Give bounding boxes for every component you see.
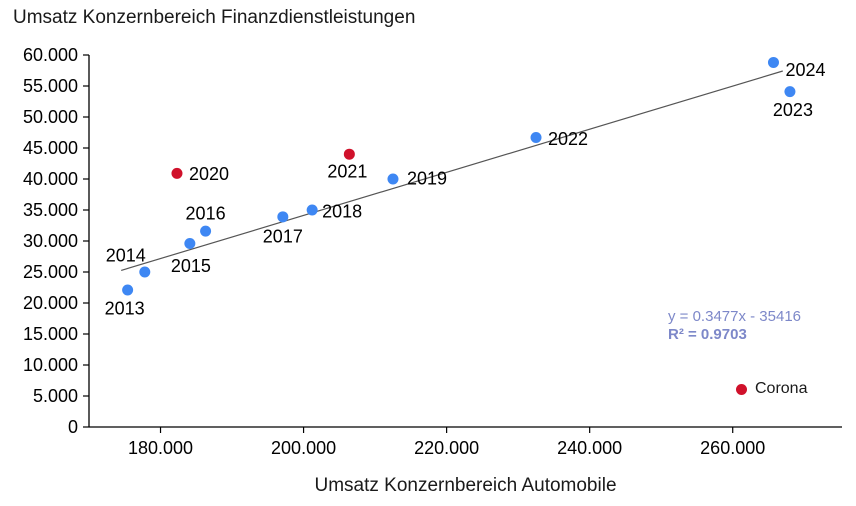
y-tick-label: 50.000	[23, 107, 78, 127]
trendline-equation: y = 0.3477x - 35416 R² = 0.9703	[668, 308, 801, 344]
data-point-2021	[343, 148, 355, 160]
point-label-2013: 2013	[105, 298, 145, 318]
y-tick-label: 5.000	[33, 386, 78, 406]
x-tick-label: 260.000	[700, 438, 765, 458]
y-tick-label: 35.000	[23, 200, 78, 220]
y-tick-label: 40.000	[23, 169, 78, 189]
y-tick-label: 10.000	[23, 355, 78, 375]
data-point-2017	[277, 211, 289, 223]
data-point-2022	[530, 131, 542, 143]
x-tick-label: 180.000	[128, 438, 193, 458]
point-label-2017: 2017	[263, 226, 303, 246]
point-label-2016: 2016	[186, 204, 226, 224]
x-tick-label: 220.000	[414, 438, 479, 458]
point-label-2020: 2020	[189, 164, 229, 184]
data-point-2015	[184, 237, 196, 249]
point-label-2015: 2015	[171, 256, 211, 276]
data-point-2019	[387, 173, 399, 185]
legend: Corona	[736, 380, 807, 398]
y-tick-label: 25.000	[23, 262, 78, 282]
legend-corona-label: Corona	[755, 380, 808, 397]
point-label-2019: 2019	[407, 169, 447, 189]
data-point-2014	[139, 266, 151, 278]
y-tick-label: 30.000	[23, 231, 78, 251]
y-tick-label: 60.000	[23, 45, 78, 65]
trendline-equation-line: y = 0.3477x - 35416	[668, 308, 802, 325]
point-label-2018: 2018	[322, 202, 362, 222]
y-tick-label: 20.000	[23, 293, 78, 313]
data-point-2018	[306, 204, 318, 216]
x-axis-title: Umsatz Konzernbereich Automobile	[314, 475, 617, 496]
trendline-r-squared: R² = 0.9703	[668, 326, 747, 343]
data-point-2023	[784, 86, 796, 98]
point-label-2022: 2022	[548, 129, 588, 149]
y-tick-label: 55.000	[23, 76, 78, 96]
chart-title: Umsatz Konzernbereich Finanzdienstleistu…	[13, 7, 416, 28]
data-point-2016	[200, 225, 212, 237]
data-point-2020	[171, 167, 183, 179]
point-label-2024: 2024	[785, 60, 825, 80]
x-tick-label: 240.000	[557, 438, 622, 458]
point-label-2023: 2023	[773, 100, 813, 120]
x-tick-label: 200.000	[271, 438, 336, 458]
data-point-2013	[122, 284, 134, 296]
point-label-2014: 2014	[106, 246, 146, 266]
data-point-2024	[767, 56, 779, 68]
trendline	[121, 70, 783, 271]
y-tick-label: 0	[68, 417, 78, 437]
point-label-2021: 2021	[327, 162, 367, 182]
corona-dot-icon	[736, 383, 747, 395]
y-tick-label: 15.000	[23, 324, 78, 344]
y-tick-label: 45.000	[23, 138, 78, 158]
